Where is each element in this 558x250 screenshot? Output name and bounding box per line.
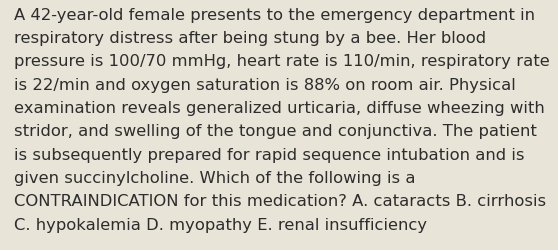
Text: pressure is 100/70 mmHg, heart rate is 110/min, respiratory rate: pressure is 100/70 mmHg, heart rate is 1… bbox=[14, 54, 550, 69]
Text: is 22/min and oxygen saturation is 88% on room air. Physical: is 22/min and oxygen saturation is 88% o… bbox=[14, 77, 516, 92]
Text: CONTRAINDICATION for this medication? A. cataracts B. cirrhosis: CONTRAINDICATION for this medication? A.… bbox=[14, 194, 546, 208]
Text: C. hypokalemia D. myopathy E. renal insufficiency: C. hypokalemia D. myopathy E. renal insu… bbox=[14, 217, 427, 232]
Text: given succinylcholine. Which of the following is a: given succinylcholine. Which of the foll… bbox=[14, 170, 416, 185]
Text: stridor, and swelling of the tongue and conjunctiva. The patient: stridor, and swelling of the tongue and … bbox=[14, 124, 537, 139]
Text: examination reveals generalized urticaria, diffuse wheezing with: examination reveals generalized urticari… bbox=[14, 100, 545, 116]
Text: respiratory distress after being stung by a bee. Her blood: respiratory distress after being stung b… bbox=[14, 31, 486, 46]
Text: A 42-year-old female presents to the emergency department in: A 42-year-old female presents to the eme… bbox=[14, 8, 535, 22]
Text: is subsequently prepared for rapid sequence intubation and is: is subsequently prepared for rapid seque… bbox=[14, 147, 525, 162]
